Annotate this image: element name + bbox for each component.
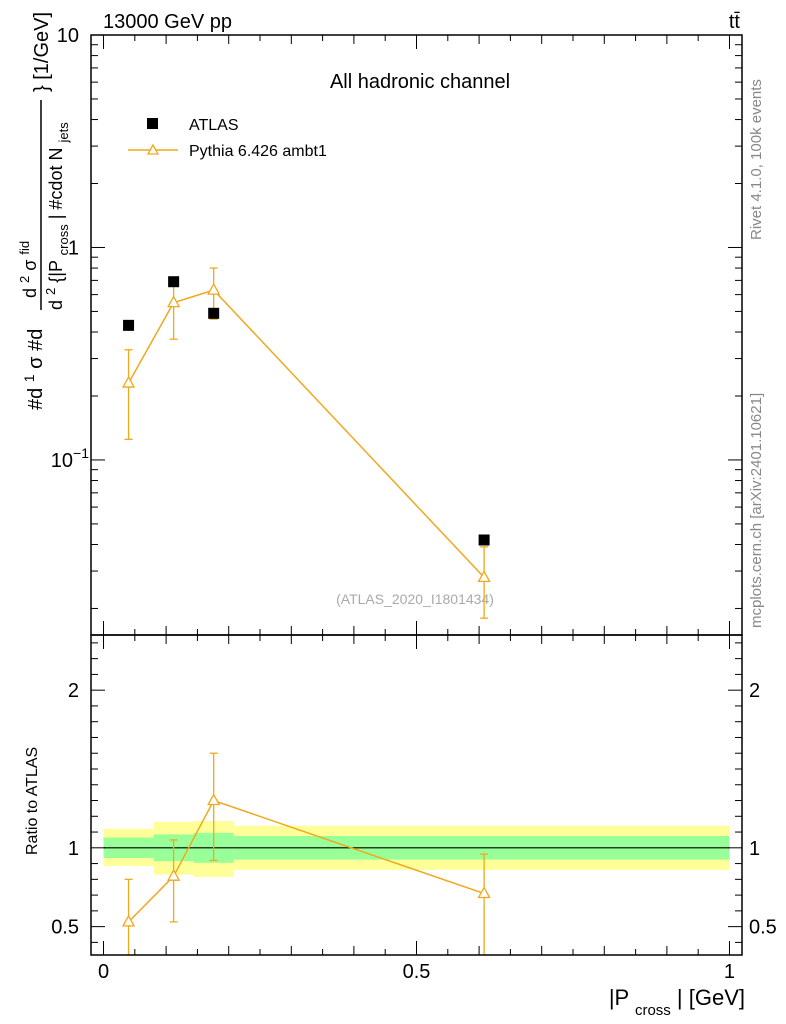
- ylabel-cross: cross: [56, 224, 71, 256]
- mcplots-label: mcplots.cern.ch [arXiv:2401.10621]: [748, 393, 765, 628]
- ratio-ytick-label-left-0: 0.5: [51, 917, 79, 939]
- ylabel-d2: d: [20, 288, 40, 298]
- ylabel-cdot: | #cdot N: [46, 148, 66, 220]
- ylabel-den: {|P: [46, 260, 66, 283]
- main-axes: 10−1 1 10: [51, 25, 743, 636]
- ylabel-frac1: 1: [21, 374, 37, 382]
- xtick-label-1: 0.5: [403, 961, 431, 983]
- ylabel-den-sup: 2: [43, 288, 58, 295]
- pythia-point-0: [121, 375, 136, 388]
- atlas-point-3: [478, 534, 490, 546]
- main-ytick-label-2: 10: [57, 25, 79, 47]
- ylabel-unit: } [1/GeV]: [31, 12, 53, 92]
- pythia-point-2: [207, 282, 221, 295]
- xtick-label-2: 1: [724, 961, 735, 983]
- legend-atlas-marker: [147, 118, 158, 129]
- ratio-ytick-label-right-2: 2: [749, 680, 760, 702]
- atlas-point-0: [123, 319, 135, 331]
- rivet-label: Rivet 4.1.0, 100k events: [748, 79, 765, 240]
- ylabel-sigfid: σ: [20, 260, 40, 271]
- svg-text:d 2 {|P cros: d 2 {|P cross | #cdot N jets: [39, 122, 72, 310]
- svg-text:d 2 σ fid: d 2 σ fid: [13, 241, 40, 298]
- xtick-label-0: 0: [98, 961, 109, 983]
- legend-atlas-label: ATLAS: [189, 117, 239, 134]
- ylabel-sigma: σ: [25, 356, 47, 369]
- main-title: All hadronic channel: [330, 71, 510, 93]
- ratio-frame-box: [90, 634, 743, 956]
- main-ylabel: #d 1 σ #d d 2 σ fid d 2 {|P cross | #cdo…: [13, 12, 72, 410]
- watermark: (ATLAS_2020_I1801434): [336, 591, 494, 607]
- legend-pythia-label: Pythia 6.426 ambt1: [189, 143, 327, 160]
- ratio-ytick-label-right-0: 0.5: [749, 917, 777, 939]
- ratio-series-line: [128, 799, 485, 923]
- ratio-ylabel: Ratio to ATLAS: [24, 747, 41, 855]
- main-data-layer: [121, 267, 491, 619]
- atlas-point-1: [168, 276, 180, 288]
- legend-pythia-marker: [146, 143, 160, 155]
- ratio-point-3: [477, 886, 491, 899]
- pythia-line: [127, 289, 485, 578]
- atlas-point-2: [208, 307, 220, 319]
- ratio-ytick-label-left-2: 2: [68, 680, 79, 702]
- ratio-point-0: [121, 914, 136, 927]
- pythia-point-1: [167, 295, 181, 308]
- legend: ATLAS Pythia 6.426 ambt1: [128, 117, 327, 160]
- ratio-ytick-label-right-1: 1: [749, 838, 760, 860]
- energy-label: 13000 GeV pp: [103, 11, 232, 33]
- xlabel: |P cross | [GeV]: [609, 985, 745, 1020]
- ylabel-sup2: 2: [17, 276, 32, 283]
- ratio-point-1: [167, 868, 181, 881]
- ylabel-d: #d: [25, 329, 47, 351]
- ratio-data-layer: [103, 752, 730, 955]
- ratio-axes: 0 0.5 1 0.5 0.5 1 1 2 2: [51, 634, 777, 983]
- main-ytick-label-1: 1: [68, 237, 79, 259]
- ylabel-den-d: d: [46, 300, 66, 310]
- svg-text:#d 1 σ #d: #d 1 σ #d: [17, 329, 47, 410]
- ylabel-fid: fid: [17, 241, 32, 255]
- ratio-ytick-label-left-1: 1: [68, 838, 79, 860]
- process-label: tt̄: [729, 11, 741, 33]
- ylabel-num: #d: [25, 388, 47, 410]
- pythia-point-3: [477, 570, 491, 583]
- ratio-point-2: [207, 793, 221, 806]
- ylabel-jets: jets: [56, 122, 71, 144]
- main-ytick-label-0: 10−1: [51, 445, 89, 472]
